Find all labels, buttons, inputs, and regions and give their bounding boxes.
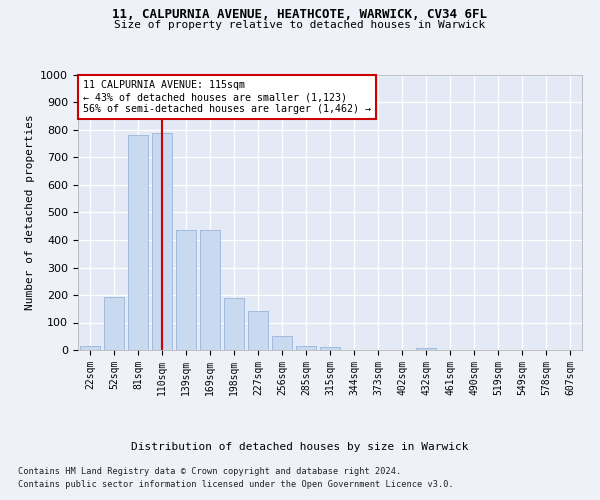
Bar	[320, 347, 340, 350]
Bar	[416, 348, 436, 350]
Bar	[104, 297, 124, 350]
Text: Contains HM Land Registry data © Crown copyright and database right 2024.: Contains HM Land Registry data © Crown c…	[18, 468, 401, 476]
Y-axis label: Number of detached properties: Number of detached properties	[25, 114, 35, 310]
Bar	[296, 346, 316, 350]
Text: 11 CALPURNIA AVENUE: 115sqm
← 43% of detached houses are smaller (1,123)
56% of : 11 CALPURNIA AVENUE: 115sqm ← 43% of det…	[83, 80, 371, 114]
Bar	[152, 132, 172, 350]
Bar	[272, 336, 292, 350]
Bar	[128, 134, 148, 350]
Bar	[248, 310, 268, 350]
Text: Size of property relative to detached houses in Warwick: Size of property relative to detached ho…	[115, 20, 485, 30]
Bar	[176, 230, 196, 350]
Text: Contains public sector information licensed under the Open Government Licence v3: Contains public sector information licen…	[18, 480, 454, 489]
Bar	[80, 346, 100, 350]
Text: Distribution of detached houses by size in Warwick: Distribution of detached houses by size …	[131, 442, 469, 452]
Text: 11, CALPURNIA AVENUE, HEATHCOTE, WARWICK, CV34 6FL: 11, CALPURNIA AVENUE, HEATHCOTE, WARWICK…	[113, 8, 487, 20]
Bar	[224, 298, 244, 350]
Bar	[200, 230, 220, 350]
